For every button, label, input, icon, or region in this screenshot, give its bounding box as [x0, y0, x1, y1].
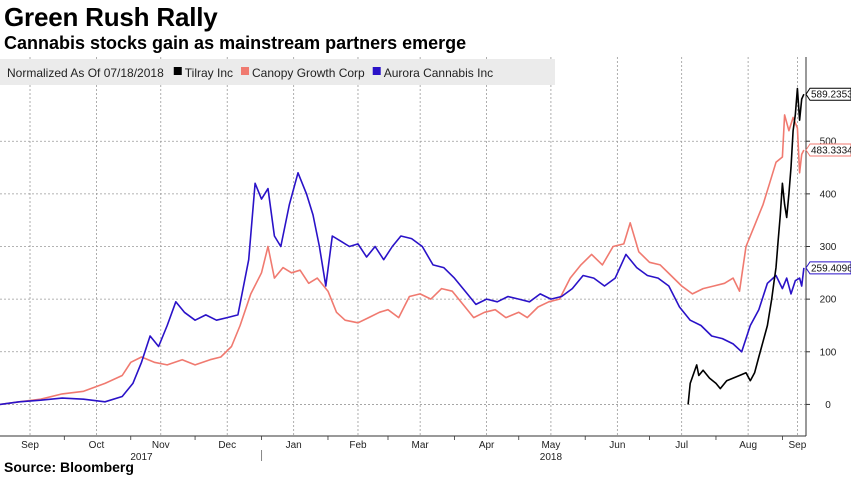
legend-label-tilray: Tilray Inc — [185, 66, 233, 80]
legend-label-aurora: Aurora Cannabis Inc — [384, 66, 493, 80]
end-value-tag — [805, 261, 851, 275]
series-line-aurora — [0, 172, 805, 406]
end-value-label: 259.4096 — [811, 263, 851, 274]
x-tick-label: Jan — [286, 440, 302, 451]
y-tick-label: 100 — [820, 347, 837, 358]
end-value-label: 589.2353 — [811, 90, 851, 101]
x-tick-label: Dec — [218, 440, 236, 451]
end-value-label: 483.3334 — [811, 145, 851, 156]
x-year-label: 2018 — [540, 452, 563, 463]
y-tick-label: 0 — [825, 400, 831, 411]
y-tick-label: 300 — [820, 242, 837, 253]
legend-swatch-aurora — [372, 67, 381, 75]
series-line-canopy — [0, 114, 805, 406]
legend-prefix: Normalized As Of 07/18/2018 — [7, 66, 164, 80]
y-tick-label: 500 — [820, 137, 837, 148]
x-tick-label: Nov — [152, 440, 170, 451]
x-tick-label: Sep — [789, 440, 807, 451]
end-value-tag — [805, 143, 851, 157]
x-tick-label: Mar — [412, 440, 430, 451]
legend-swatch-canopy — [241, 67, 249, 75]
x-tick-label: Jun — [609, 440, 625, 451]
source-note: Source: Bloomberg — [4, 459, 134, 475]
x-year-label: 2017 — [130, 452, 153, 463]
y-tick-label: 200 — [820, 295, 837, 306]
x-tick-label: Oct — [89, 440, 105, 451]
end-value-tag — [805, 87, 851, 101]
x-tick-label: Feb — [349, 440, 367, 451]
x-tick-label: Jul — [675, 440, 688, 451]
chart-subtitle: Cannabis stocks gain as mainstream partn… — [4, 33, 467, 53]
series-line-tilray — [687, 87, 805, 405]
y-tick-label: 400 — [820, 189, 837, 200]
x-tick-label: Sep — [21, 440, 39, 451]
x-tick-label: Apr — [479, 440, 495, 451]
chart-title: Green Rush Rally — [4, 2, 218, 32]
x-tick-label: May — [541, 440, 560, 451]
x-tick-label: Aug — [739, 440, 757, 451]
legend-box — [0, 59, 555, 85]
legend-swatch-tilray — [173, 67, 182, 75]
legend-label-canopy: Canopy Growth Corp — [252, 66, 365, 80]
